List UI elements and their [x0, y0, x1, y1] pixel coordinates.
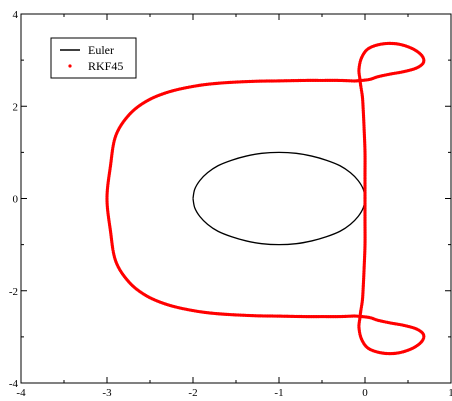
rkf45-point [402, 70, 406, 74]
rkf45-point [350, 314, 354, 318]
rkf45-point [114, 259, 117, 263]
rkf45-point [144, 100, 148, 104]
rkf45-point [402, 323, 406, 327]
x-tick-label: 1 [448, 387, 452, 399]
legend-swatch-rkf45 [68, 64, 72, 68]
legend-label-rkf45: RKF45 [88, 59, 123, 73]
x-tick-label: -1 [274, 387, 283, 399]
x-tick-label: -3 [102, 387, 112, 399]
rkf45-point [191, 309, 195, 312]
rkf45-point [320, 315, 324, 318]
rkf45-point [277, 314, 281, 318]
y-tick-label: 2 [13, 101, 19, 113]
rkf45-point [361, 298, 364, 302]
rkf45-point [358, 77, 362, 80]
rkf45-point [251, 79, 255, 83]
series-layer [105, 41, 426, 356]
legend: Euler RKF45 [50, 37, 137, 79]
rkf45-point [109, 229, 112, 233]
rkf45-point [337, 79, 341, 82]
rkf45-point [380, 351, 384, 355]
rkf45-point [363, 243, 367, 247]
rkf45-point [359, 310, 363, 313]
rkf45-point [420, 54, 424, 57]
rkf45-point [410, 347, 414, 350]
rkf45-point [217, 81, 221, 85]
rkf45-point [165, 91, 169, 94]
rkf45-point [127, 114, 130, 117]
rkf45-point [355, 79, 358, 83]
rkf45-point [251, 314, 255, 318]
axis-ticks [20, 13, 452, 384]
rkf45-point [410, 47, 414, 50]
rkf45-point [109, 164, 112, 168]
rkf45-point [361, 95, 364, 99]
rkf45-point [420, 340, 424, 343]
rkf45-point [303, 79, 307, 82]
rkf45-point [367, 47, 370, 50]
x-tick-label: -2 [188, 387, 197, 399]
rkf45-point [105, 197, 109, 200]
rkf45-point [363, 150, 367, 154]
rkf45-point [367, 347, 370, 350]
rkf45-point [376, 75, 380, 79]
rkf45-point [422, 61, 425, 64]
rkf45-point [360, 337, 363, 341]
rkf45-point [422, 333, 425, 336]
rkf45-point [415, 66, 418, 70]
rkf45-point [367, 78, 371, 81]
rkf45-point [360, 56, 363, 60]
rkf45-point [355, 314, 358, 318]
y-tick-label: -2 [9, 286, 18, 298]
legend-label-euler: Euler [88, 43, 114, 57]
series-euler-line [192, 151, 366, 246]
rkf45-point [217, 312, 221, 316]
rkf45-point [303, 315, 307, 318]
rkf45-point [389, 321, 393, 325]
rkf45-point [361, 284, 365, 288]
x-tick-label: 0 [362, 387, 368, 399]
rkf45-point [367, 316, 371, 319]
rkf45-point [320, 79, 324, 82]
rkf45-point [415, 327, 418, 331]
rkf45-point [127, 280, 130, 283]
rkf45-point [358, 317, 362, 320]
series-rkf45-curve [105, 41, 426, 356]
rkf45-point [363, 220, 367, 223]
y-tick-label: 4 [13, 9, 19, 21]
x-tick-label: -4 [16, 387, 26, 399]
rkf45-point [396, 42, 400, 46]
rkf45-point [191, 85, 195, 88]
rkf45-point [350, 79, 354, 83]
rkf45-point [361, 109, 365, 113]
rkf45-point [362, 266, 366, 270]
rkf45-point [363, 174, 367, 177]
rkf45-point [380, 42, 384, 46]
rkf45-point [357, 67, 361, 71]
rkf45-point [359, 84, 363, 87]
rkf45-point [363, 197, 367, 200]
rkf45-point [144, 293, 148, 297]
rkf45-point [362, 127, 366, 131]
y-tick-label: -4 [9, 378, 19, 390]
rkf45-point [376, 318, 380, 322]
y-tick-label: 0 [13, 194, 19, 206]
legend-box [50, 37, 137, 79]
rkf45-point [165, 303, 169, 306]
plot-area: -4 -3 -2 -1 0 1 -4 -2 0 2 4 [9, 9, 452, 399]
rkf45-point [396, 351, 400, 355]
rkf45-point [337, 315, 341, 318]
rkf45-point [357, 326, 361, 330]
rkf45-point [277, 79, 281, 83]
rkf45-point [389, 72, 393, 76]
rkf45-point [114, 134, 117, 138]
axis-tick-labels: -4 -3 -2 -1 0 1 -4 -2 0 2 4 [9, 9, 452, 399]
